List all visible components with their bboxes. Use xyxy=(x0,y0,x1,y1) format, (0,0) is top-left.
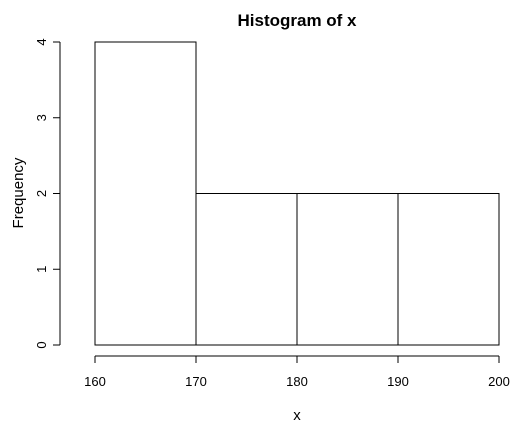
histogram-bar xyxy=(397,193,500,346)
y-tick-label: 0 xyxy=(34,341,49,348)
x-tick-label: 200 xyxy=(488,374,510,389)
y-tick-label: 4 xyxy=(34,38,49,45)
x-tick-label: 190 xyxy=(387,374,409,389)
x-tick-label: 160 xyxy=(84,374,106,389)
bars-group xyxy=(94,41,500,346)
x-tick-label: 170 xyxy=(185,374,207,389)
chart-title: Histogram of x xyxy=(237,11,357,30)
y-tick-label: 2 xyxy=(34,190,49,197)
y-tick-label: 1 xyxy=(34,266,49,273)
histogram-bar xyxy=(94,41,197,346)
x-axis: 160 170 180 190 200 xyxy=(84,355,510,389)
x-tick-label: 180 xyxy=(286,374,308,389)
y-axis-label: Frequency xyxy=(10,157,27,228)
histogram-bar xyxy=(195,193,298,346)
y-axis: 0 1 2 3 4 xyxy=(34,38,61,349)
x-axis-label: x xyxy=(293,407,301,424)
y-tick-label: 3 xyxy=(34,114,49,121)
histogram-bar xyxy=(296,193,399,346)
